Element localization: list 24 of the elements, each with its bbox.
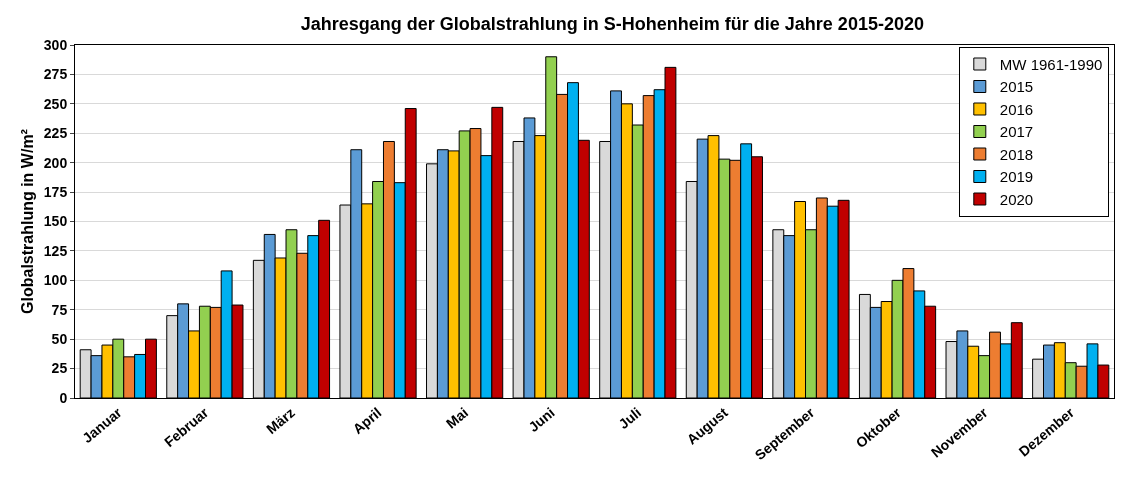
legend-label: 2019 bbox=[999, 168, 1034, 186]
y-tick-label: 250 bbox=[43, 95, 68, 112]
y-tick-label: 150 bbox=[43, 213, 68, 230]
y-tick-label: 25 bbox=[51, 360, 68, 377]
y-tick-label: 175 bbox=[43, 183, 68, 200]
x-tick-label: Mai bbox=[442, 404, 472, 432]
y-tick-label: 75 bbox=[51, 301, 68, 318]
legend-label: 2017 bbox=[999, 123, 1034, 141]
x-tick-label: Juli bbox=[615, 404, 645, 432]
y-tick-label: 125 bbox=[43, 242, 68, 259]
y-tick-label: 200 bbox=[43, 154, 68, 171]
legend-label: 2018 bbox=[999, 145, 1034, 163]
y-tick-label: 50 bbox=[51, 331, 68, 348]
legend-label: 2016 bbox=[999, 100, 1034, 118]
chart-title: Jahresgang der Globalstrahlung in S-Hohenheim für die Jahre 2015-2020 bbox=[300, 13, 924, 34]
legend-label: 2020 bbox=[999, 190, 1034, 208]
legend-label: 2015 bbox=[999, 78, 1034, 96]
y-tick-label: 0 bbox=[59, 389, 68, 406]
legend-label: MW 1961-1990 bbox=[999, 55, 1103, 73]
y-tick-label: 300 bbox=[43, 36, 68, 53]
y-axis-title: Globalstrahlung in W/m² bbox=[19, 129, 36, 314]
y-tick-label: 275 bbox=[43, 66, 68, 83]
y-tick-label: 100 bbox=[43, 272, 68, 289]
y-tick-label: 225 bbox=[43, 125, 68, 142]
